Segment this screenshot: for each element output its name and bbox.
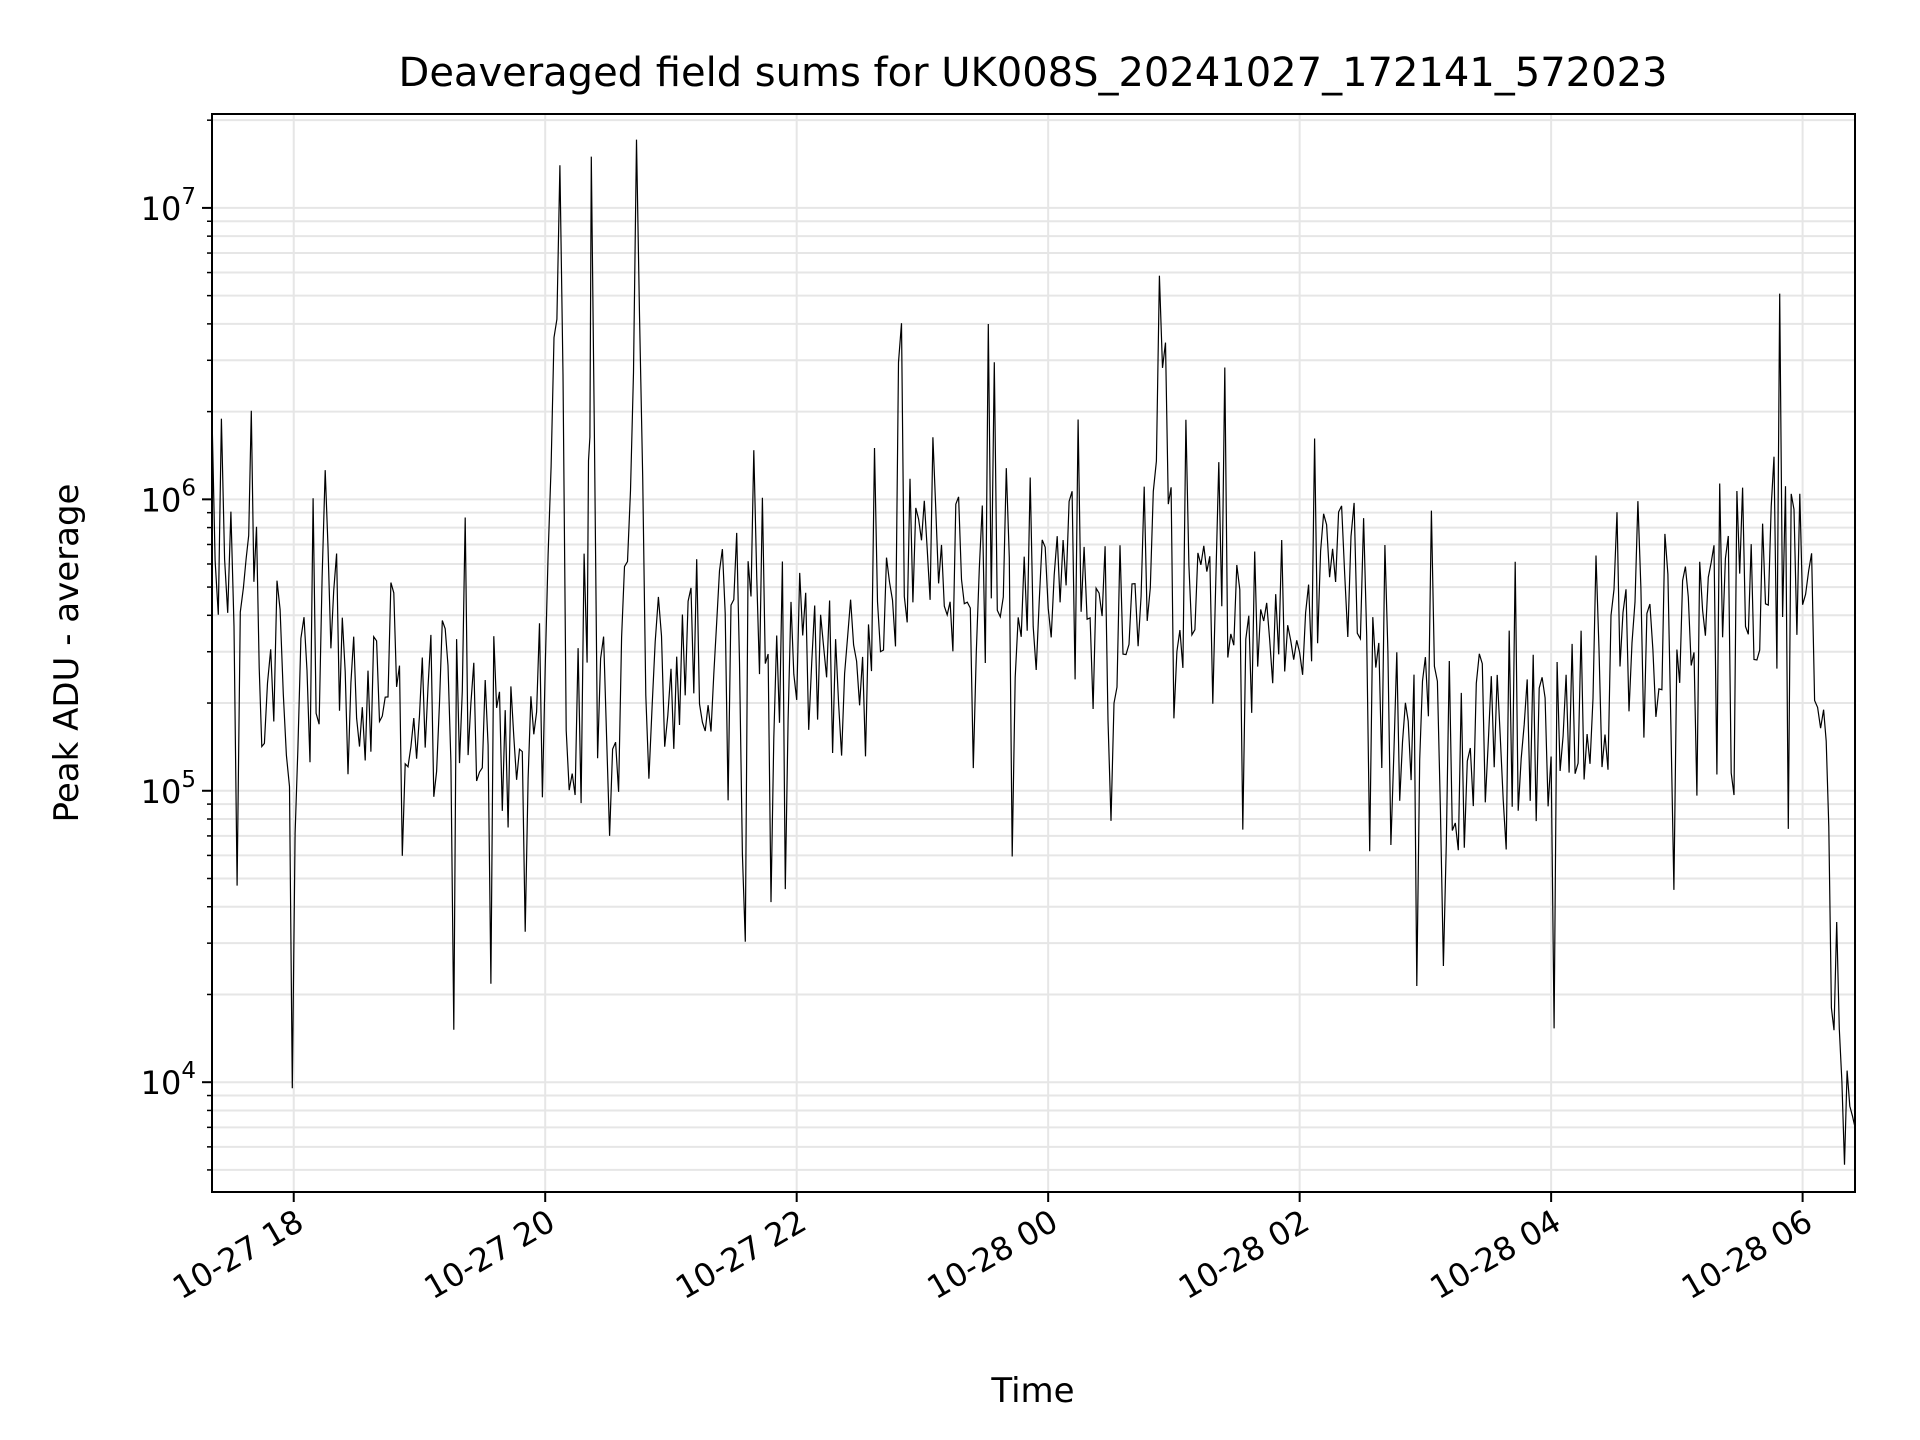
x-axis-label: Time <box>990 1371 1074 1411</box>
chart-title: Deaveraged field sums for UK008S_2024102… <box>399 50 1668 96</box>
y-axis-label: Peak ADU - average <box>47 484 87 823</box>
